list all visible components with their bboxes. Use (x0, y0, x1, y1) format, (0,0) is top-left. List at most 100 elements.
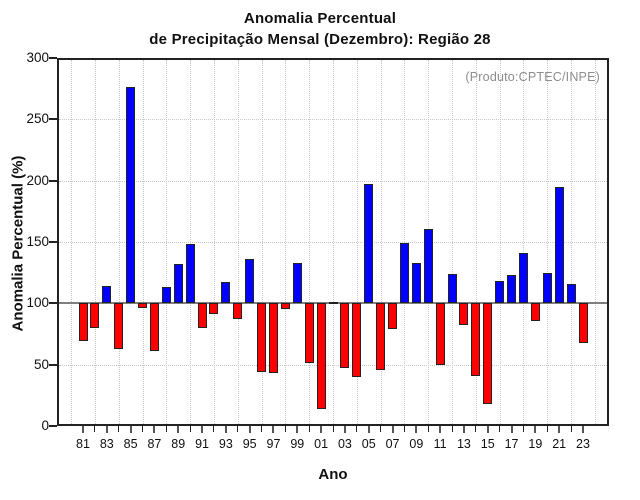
bar-12 (447, 273, 457, 304)
bar-99 (292, 262, 302, 304)
h-gridline (59, 180, 607, 182)
x-tick-label: 89 (171, 437, 186, 451)
bar-02 (328, 302, 338, 305)
y-tick (49, 363, 57, 366)
x-tick (213, 426, 215, 432)
x-tick (177, 426, 180, 433)
bar-06 (376, 303, 386, 370)
x-tick-label: 81 (76, 437, 90, 451)
x-tick (403, 426, 405, 432)
bar-14 (471, 303, 481, 376)
h-gridline (59, 119, 607, 121)
bar-94 (233, 303, 243, 320)
x-tick (237, 426, 239, 432)
h-gridline (59, 242, 607, 243)
bar-86 (138, 303, 148, 309)
x-tick (356, 426, 358, 432)
bar-18 (518, 253, 528, 304)
bar-05 (364, 184, 374, 304)
x-tick (94, 426, 96, 432)
bar-92 (209, 303, 219, 315)
x-tick-label: 09 (409, 437, 424, 451)
x-tick-label: 87 (147, 437, 162, 451)
bar-00 (304, 303, 314, 364)
x-tick-label: 95 (242, 437, 257, 451)
bar-97 (268, 303, 278, 374)
y-axis-title: Anomalia Percentual (%) (9, 155, 27, 332)
x-tick (486, 426, 489, 433)
x-tick (462, 426, 465, 433)
x-tick-label: 03 (337, 437, 352, 451)
x-tick (510, 426, 513, 433)
chart-title-line1: Anomalia Percentual (243, 10, 397, 27)
x-tick (582, 426, 584, 433)
bar-81 (78, 303, 88, 342)
h-gridline (59, 364, 607, 366)
bar-88 (161, 287, 171, 304)
x-tick (427, 426, 429, 432)
x-tick (248, 426, 251, 433)
y-tick (49, 302, 57, 305)
x-tick (522, 426, 524, 432)
bar-85 (126, 87, 136, 304)
x-tick-label: 85 (123, 437, 138, 451)
x-tick (391, 426, 394, 433)
plot-area: (Produto:CPTEC/INPE) (57, 58, 609, 426)
x-tick (189, 426, 191, 432)
y-tick (49, 57, 57, 59)
bar-95 (245, 259, 255, 304)
x-tick (534, 426, 537, 433)
x-tick (451, 426, 453, 432)
y-tick-label: 100 (26, 295, 49, 311)
y-tick-label: 0 (41, 418, 49, 433)
x-tick-label: 13 (456, 437, 471, 451)
chart-title-line2: de Precipitação Mensal (Dezembro): Regiã… (149, 31, 491, 48)
x-axis-title: Ano (318, 466, 348, 483)
x-tick-label: 07 (385, 437, 400, 451)
bar-09 (411, 262, 421, 304)
x-tick-label: 11 (433, 437, 447, 451)
x-tick (475, 426, 477, 432)
bar-16 (495, 281, 505, 304)
bar-20 (542, 272, 552, 304)
x-tick (224, 426, 227, 433)
y-tick-label: 250 (26, 111, 49, 127)
bar-19 (530, 303, 540, 321)
bar-07 (388, 303, 398, 330)
x-tick-label: 15 (480, 437, 495, 451)
x-tick (320, 426, 323, 433)
x-tick-label: 01 (314, 437, 329, 451)
bar-96 (257, 303, 267, 373)
x-tick (415, 426, 418, 433)
y-tick-label: 150 (26, 234, 49, 249)
x-tick (153, 426, 156, 433)
bar-01 (316, 303, 326, 409)
bar-23 (578, 303, 588, 343)
bar-91 (197, 303, 207, 328)
bar-98 (280, 303, 290, 310)
y-tick-label: 200 (26, 172, 49, 188)
x-tick (343, 426, 346, 433)
y-tick-label: 300 (26, 50, 49, 65)
chart-title: Anomalia Percentual de Precipitação Mens… (0, 8, 640, 50)
x-tick (367, 426, 370, 433)
x-tick (272, 426, 275, 433)
x-tick (380, 426, 382, 432)
bar-03 (340, 303, 350, 369)
y-tick (49, 425, 57, 427)
x-tick (558, 426, 561, 433)
bar-21 (554, 186, 564, 304)
x-tick (439, 426, 442, 433)
bar-22 (566, 283, 576, 304)
x-tick (261, 426, 263, 432)
x-tick (296, 426, 299, 433)
bar-89 (173, 264, 183, 304)
bar-90 (185, 244, 195, 304)
y-tick (49, 118, 57, 121)
x-tick (499, 426, 501, 432)
x-tick-label: 97 (266, 437, 281, 451)
x-tick (142, 426, 144, 432)
x-tick-label: 19 (528, 437, 543, 451)
bar-84 (114, 303, 124, 349)
bar-93 (221, 282, 231, 304)
